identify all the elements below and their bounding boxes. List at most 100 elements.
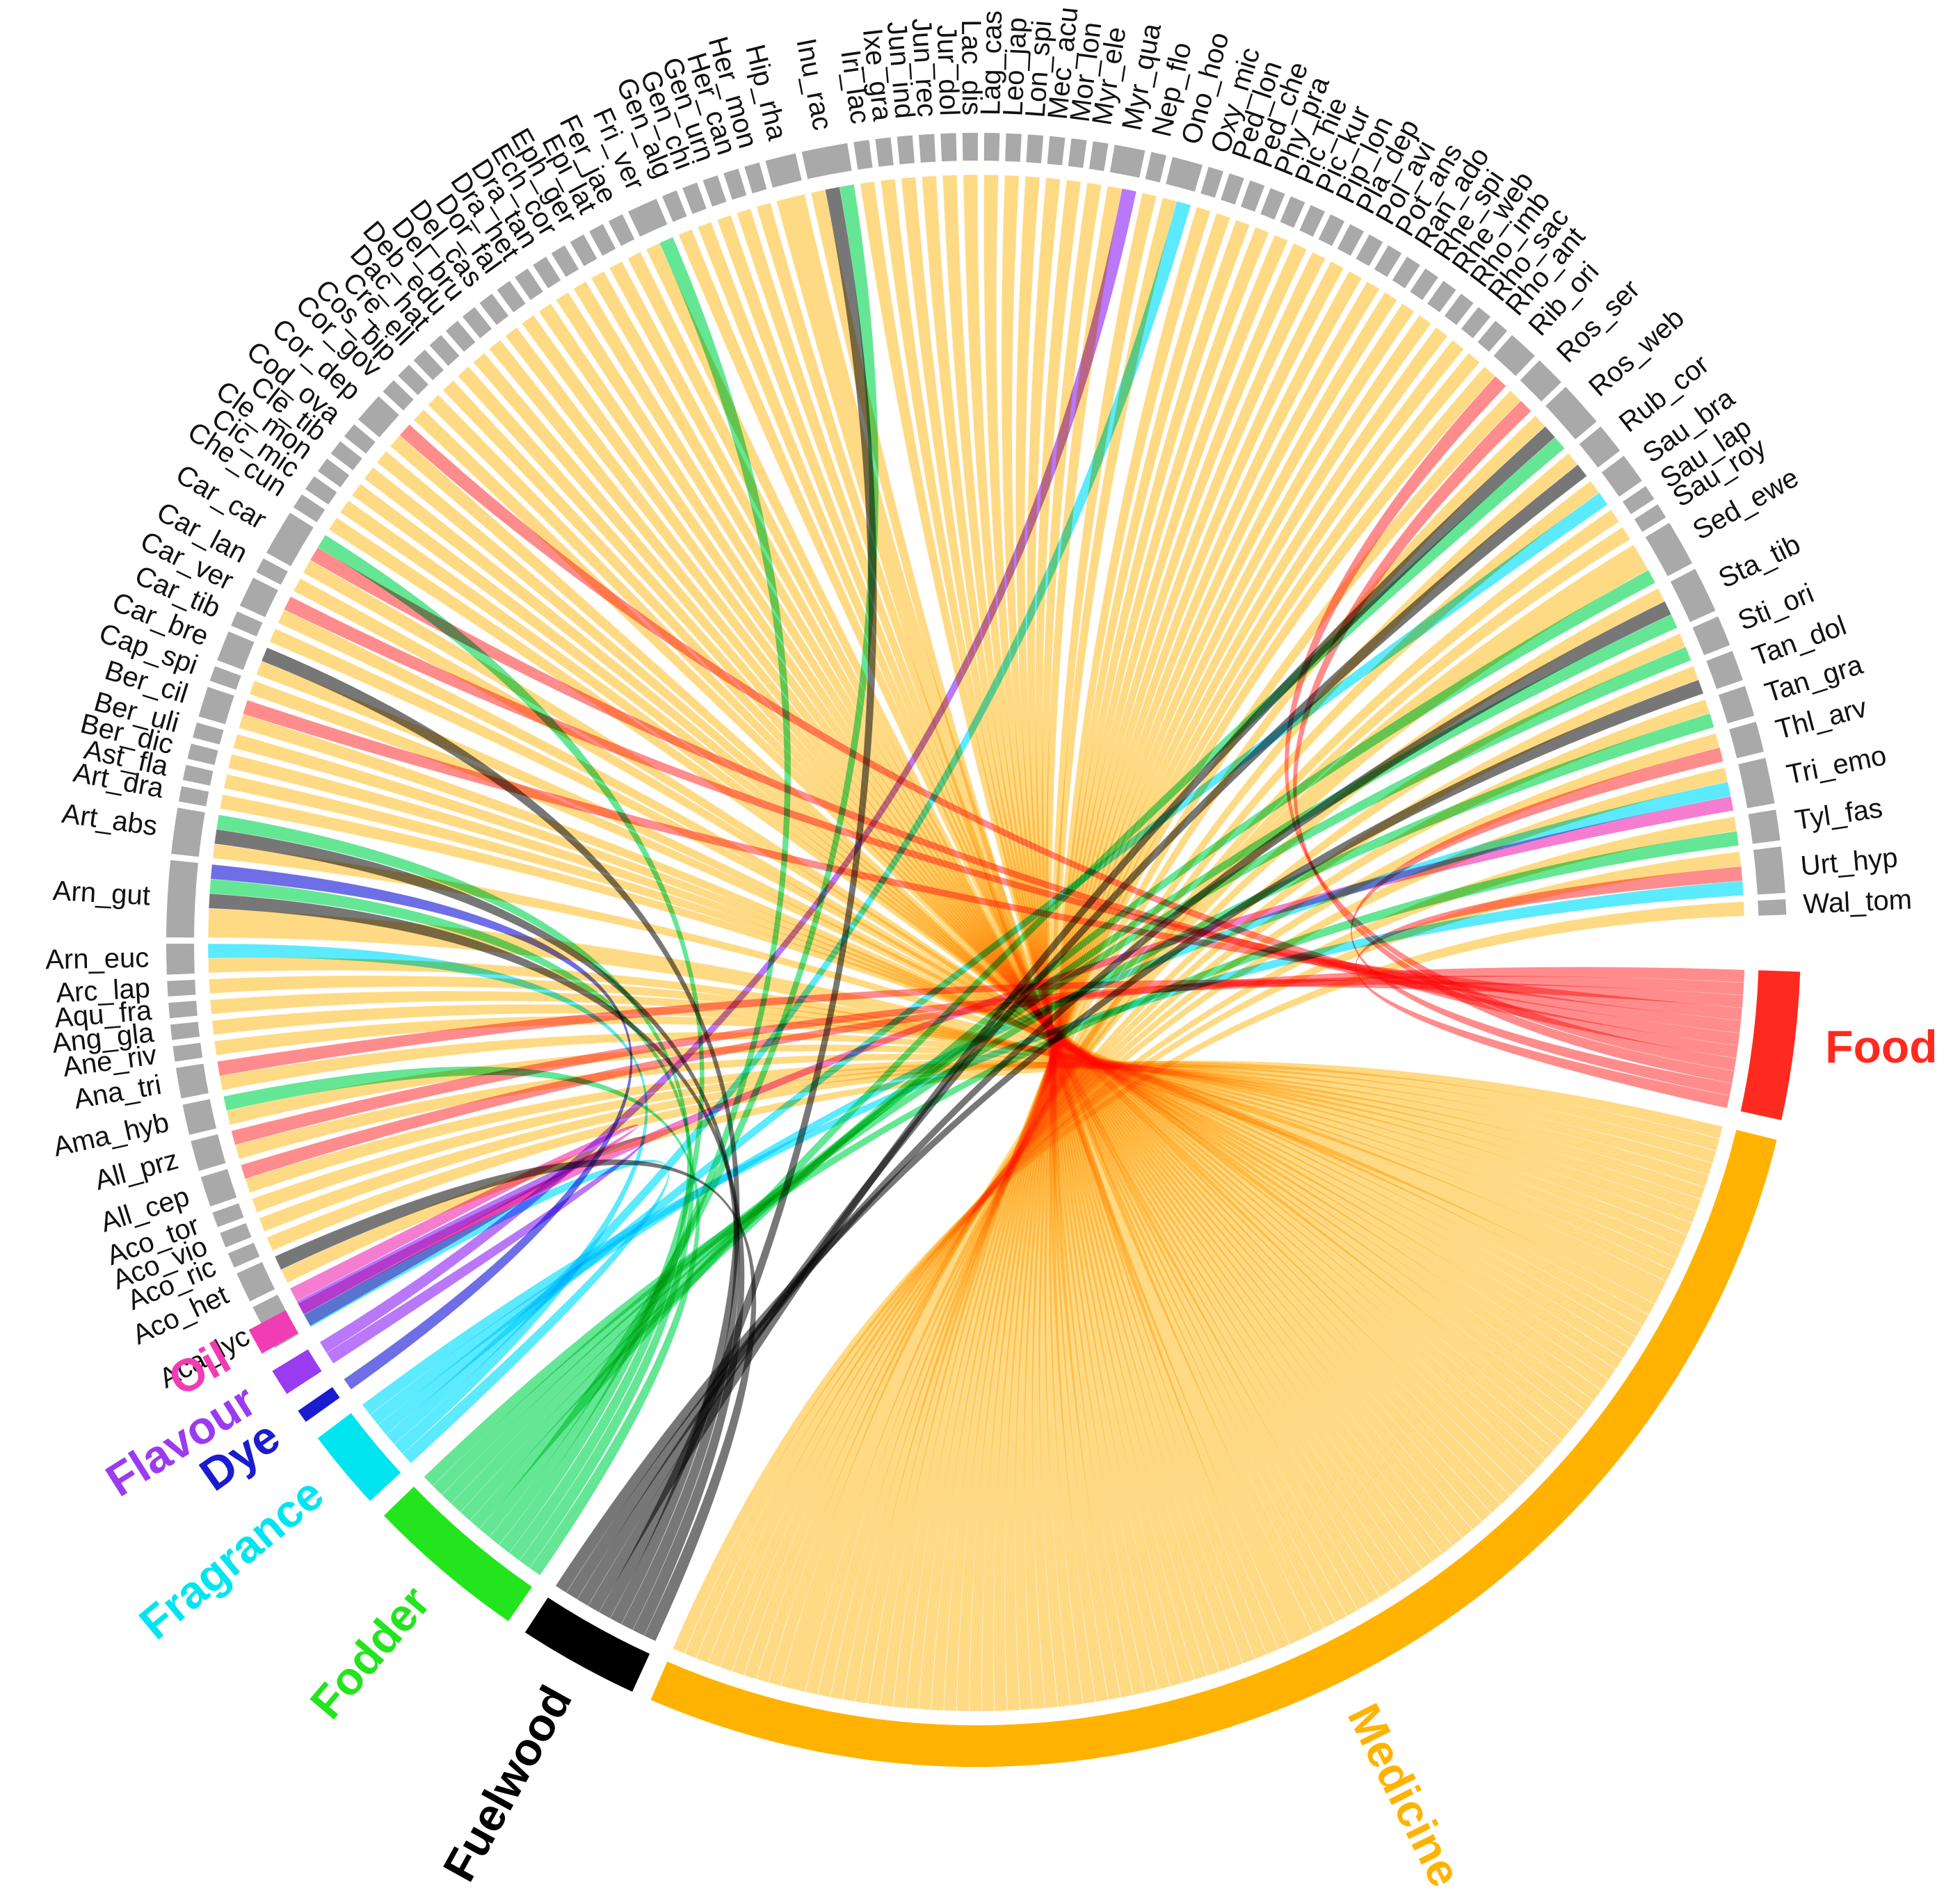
group-arc-fodder: [383, 1486, 532, 1622]
species-label-tri-emo: Tri_emo: [1784, 740, 1889, 790]
species-arc-cle-tib: [330, 441, 362, 471]
species-arc-ana-tri: [175, 1063, 209, 1099]
species-arc-her-mon: [744, 162, 767, 194]
species-arc-rho-ant: [1477, 321, 1508, 352]
species-arc-leo-jap: [1005, 133, 1022, 162]
species-arc-che-cun: [293, 494, 326, 523]
species-arc-del-bru: [462, 307, 492, 339]
species-arc-fri-ver: [628, 198, 668, 237]
species-arc-layer: [166, 133, 1787, 1348]
species-arc-cos-bip: [398, 364, 429, 396]
species-label-arc-lap: Arc_lap: [55, 973, 151, 1009]
group-arc-food: [1740, 970, 1801, 1120]
species-arc-car-car: [266, 513, 314, 567]
species-arc-phy-pra: [1260, 188, 1285, 220]
species-arc-ast-fla: [182, 764, 214, 786]
species-label-inu-rac: Inu_rac: [790, 36, 837, 133]
species-arc-jun-rec: [918, 134, 936, 163]
species-arc-wal-tom: [1758, 899, 1787, 916]
species-arc-sau-roy: [1634, 504, 1666, 532]
group-arc-layer: [248, 970, 1801, 1767]
species-arc-deb-edu: [445, 321, 476, 352]
species-arc-ber-uli: [193, 723, 224, 745]
species-arc-tyl-fas: [1748, 809, 1781, 844]
species-arc-pla-dep: [1337, 224, 1364, 256]
species-arc-pot-ans: [1374, 245, 1402, 277]
species-arc-myr-ele: [1088, 141, 1109, 172]
species-arc-ros-ser: [1520, 360, 1561, 402]
species-arc-ber-dic: [187, 743, 218, 766]
species-arc-del-cas: [479, 293, 509, 325]
species-arc-sed-ewe: [1645, 522, 1693, 576]
species-arc-fer-jae: [608, 214, 635, 246]
species-arc-aco-vio: [220, 1223, 252, 1248]
species-arc-rub-cor: [1579, 426, 1621, 468]
species-arc-car-lan: [256, 558, 288, 585]
species-arc-arc-lap: [167, 979, 196, 997]
species-arc-rhe-web: [1427, 280, 1456, 313]
species-arc-all-prz: [191, 1134, 226, 1171]
species-label-jur-dol: Jur_dol: [931, 24, 965, 117]
species-arc-aqu-fra: [168, 1001, 198, 1019]
ribbon-arn-gut-dye: [210, 864, 633, 1390]
species-arc-ono-hoo: [1166, 156, 1203, 192]
species-label-urt-hyp: Urt_hyp: [1799, 842, 1899, 881]
group-arc-medicine: [650, 1129, 1777, 1767]
species-arc-eph-ger: [570, 234, 597, 266]
species-arc-ber-cil: [198, 686, 234, 725]
species-arc-urt-hyp: [1753, 846, 1785, 895]
species-arc-rho-imb: [1444, 293, 1474, 325]
species-arc-arn-gut: [166, 860, 198, 938]
species-arc-pic-kur: [1299, 204, 1325, 237]
species-label-arn-gut: Arn_gut: [52, 876, 151, 912]
species-arc-ped-che: [1240, 180, 1265, 212]
species-label-leo-jap: Leo_jap: [997, 17, 1033, 117]
species-arc-cle-mon: [318, 458, 350, 487]
ribbon-aco-het-medicine: [280, 1060, 1723, 1284]
species-arc-jur-dol: [940, 133, 957, 162]
species-arc-car-ver: [239, 577, 278, 618]
species-arc-sau-lap: [1623, 485, 1655, 515]
species-arc-her-can: [723, 168, 747, 200]
species-arc-rho-sac: [1461, 307, 1491, 339]
species-label-wal-tom: Wal_tom: [1803, 885, 1913, 920]
species-arc-iri-lac: [853, 140, 873, 170]
species-arc-myr-qua: [1109, 145, 1146, 178]
species-arc-ama-hyb: [182, 1099, 217, 1136]
species-arc-ros-web: [1545, 387, 1597, 439]
species-arc-sau-bra: [1601, 455, 1642, 497]
species-label-tyl-fas: Tyl_fas: [1793, 793, 1885, 836]
ribbon-layer: [207, 174, 1745, 1712]
species-arc-jun-ind: [897, 135, 915, 165]
species-arc-inu-rac: [801, 143, 852, 179]
species-label-jun-rec: Jun_rec: [906, 17, 942, 118]
species-arc-lac-dis: [962, 133, 978, 161]
species-arc-gen-chi: [682, 182, 707, 214]
group-arc-fragrance: [317, 1413, 401, 1501]
species-label-lon-spi: Lon_spi: [1020, 19, 1057, 119]
species-label-lac-dis: Lac_dis: [956, 19, 987, 115]
species-arc-cap-spi: [209, 666, 241, 690]
species-arc-cic-mic: [305, 476, 337, 505]
species-arc-epi-lat: [589, 224, 616, 256]
species-arc-rib-ori: [1493, 334, 1535, 376]
species-arc-car-tib: [231, 611, 263, 637]
species-arc-gen-alg: [662, 190, 687, 223]
species-arc-rhe-spi: [1410, 268, 1438, 300]
species-arc-ran-ado: [1392, 257, 1420, 289]
species-arc-dac-hat: [429, 334, 460, 366]
species-arc-mor-lon: [1068, 138, 1087, 168]
species-label-lag-cas: Lag_cas: [975, 10, 1008, 116]
group-label-food: Food: [1825, 1021, 1937, 1072]
species-arc-art-abs: [171, 807, 205, 857]
species-arc-tan-gra: [1718, 686, 1755, 724]
species-arc-gen-urn: [702, 175, 727, 207]
group-label-fodder: Fodder: [300, 1576, 440, 1728]
species-arc-pip-lon: [1318, 214, 1345, 246]
species-arc-ech-cor: [551, 245, 579, 277]
ribbon-aca-lyc-oil: [289, 1124, 639, 1327]
group-arc-fuelwood: [524, 1597, 650, 1692]
species-arc-aco-tor: [212, 1203, 244, 1227]
group-arc-dye: [298, 1387, 340, 1422]
